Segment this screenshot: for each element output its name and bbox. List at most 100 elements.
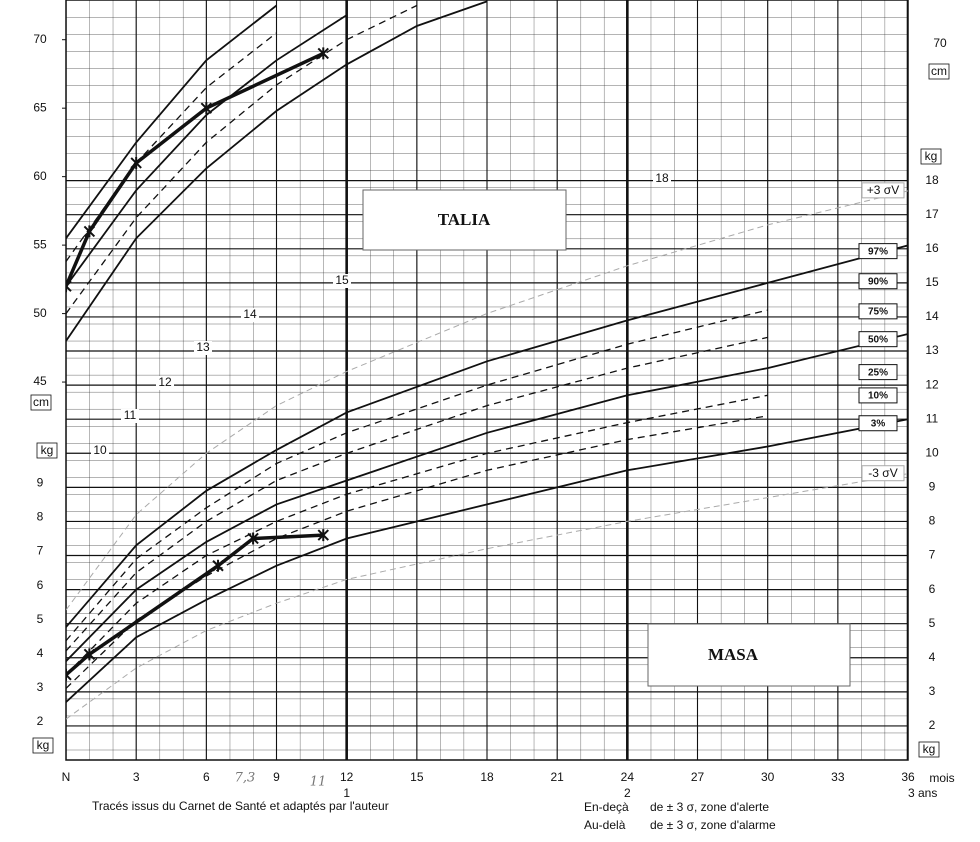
sigma-box [861, 182, 905, 199]
x-tick-label: 12 [340, 770, 354, 784]
year-label: 3 ans [908, 786, 937, 800]
y-tick-label: 12 [925, 377, 939, 391]
y-tick-label: 13 [925, 343, 939, 357]
y-tick-label: 8 [37, 510, 44, 524]
patient-point [130, 156, 142, 169]
legend-term: En-deçà [584, 800, 629, 814]
patient-point [66, 280, 72, 293]
x-tick-label: 27 [691, 770, 705, 784]
unit-label: cm [33, 395, 49, 409]
percentile-box [858, 273, 898, 290]
diagonal-label: 14 [243, 307, 257, 321]
patient-point [212, 559, 224, 572]
percentile-line [66, 4, 278, 239]
y-tick-label: 6 [37, 578, 44, 592]
x-tick-label: 30 [761, 770, 775, 784]
title-box [647, 623, 851, 687]
unit-box [30, 394, 52, 411]
y-tick-label: 55 [33, 237, 47, 251]
x-tick-label: 6 [203, 770, 210, 784]
y-tick-label: 5 [37, 612, 44, 626]
y-tick-label: 45 [33, 374, 47, 388]
percentile-label: 50% [868, 334, 888, 345]
label-bg [333, 274, 351, 288]
year-label: 1 [343, 786, 350, 800]
x-tick-label: 36 [901, 770, 915, 784]
sigma-line [66, 190, 908, 611]
diagonal-label: 12 [158, 375, 172, 389]
y-tick-label: 50 [33, 306, 47, 320]
percentile-line [66, 309, 768, 642]
x-unit-label: mois [929, 771, 954, 785]
diagonal-label: 13 [196, 340, 210, 354]
sigma-label: -3 σV [868, 466, 897, 480]
y-tick-label: 2 [929, 718, 936, 732]
diagonal-label: 18 [655, 171, 669, 185]
percentile-line [66, 418, 908, 703]
x-tick-label: 24 [621, 770, 635, 784]
y-tick-label: 11 [926, 411, 939, 425]
y-tick-label: 18 [925, 173, 939, 187]
y-tick-label: 4 [37, 646, 44, 660]
label-bg [121, 409, 139, 423]
sigma-box [861, 465, 905, 482]
percentile-line [66, 14, 348, 287]
source-note: Tracés issus du Carnet de Santé et adapt… [92, 799, 389, 813]
y-tick-label: 7 [929, 548, 936, 562]
x-tick-label: 18 [480, 770, 494, 784]
patient-point [200, 102, 213, 115]
diagonal-label: 11 [124, 408, 137, 422]
y-tick-label: 6 [929, 582, 936, 596]
y-tick-label: 9 [37, 476, 44, 490]
percentile-label: 75% [868, 306, 888, 317]
unit-label: kg [925, 149, 938, 163]
patient-point [247, 532, 259, 545]
sigma-line [66, 473, 908, 720]
chart-title: MASA [708, 645, 759, 664]
y-tick-label: 17 [925, 207, 939, 221]
unit-box [32, 737, 54, 754]
percentile-line [66, 333, 908, 662]
label-bg [241, 308, 259, 322]
label-bg [653, 172, 671, 186]
title-box [362, 189, 567, 251]
unit-label: kg [37, 738, 50, 752]
percentile-line [66, 336, 768, 652]
patient-point [317, 529, 329, 542]
x-tick-label: 33 [831, 770, 845, 784]
patient-point [317, 47, 329, 60]
y-tick-label: 10 [925, 445, 939, 459]
percentile-line [66, 394, 768, 676]
y-tick-label: 8 [929, 514, 936, 528]
y-tick-label: 7 [37, 544, 44, 558]
x-tick-label: 15 [410, 770, 424, 784]
unit-box [36, 442, 58, 459]
y-tick-label: 15 [925, 275, 939, 289]
unit-label: kg [923, 742, 936, 756]
percentile-box [858, 331, 898, 348]
unit-box [918, 741, 940, 758]
y-tick-label: 4 [929, 650, 936, 664]
legend-term: Au-delà [584, 818, 626, 832]
unit-box [928, 63, 950, 80]
percentile-box [858, 364, 898, 381]
unit-label: kg [41, 443, 54, 457]
y-tick-label: 3 [929, 684, 936, 698]
label-bg [194, 341, 212, 355]
y-tick-label: 60 [33, 169, 47, 183]
percentile-box [858, 387, 898, 404]
hand-note: 11 [310, 775, 327, 790]
x-tick-label: 3 [133, 770, 140, 784]
percentile-box [858, 303, 898, 320]
y-tick-label: 70 [33, 32, 47, 46]
percentile-label: 25% [868, 367, 888, 378]
legend-text: de ± 3 σ, zone d'alarme [650, 818, 776, 832]
year-label: 2 [624, 786, 631, 800]
unit-box [920, 148, 942, 165]
percentile-label: 90% [868, 276, 888, 287]
percentile-line [66, 0, 488, 342]
y-tick-label: 65 [33, 100, 47, 114]
y-tick-label: 70 [933, 36, 947, 50]
y-tick-label: 3 [37, 680, 44, 694]
